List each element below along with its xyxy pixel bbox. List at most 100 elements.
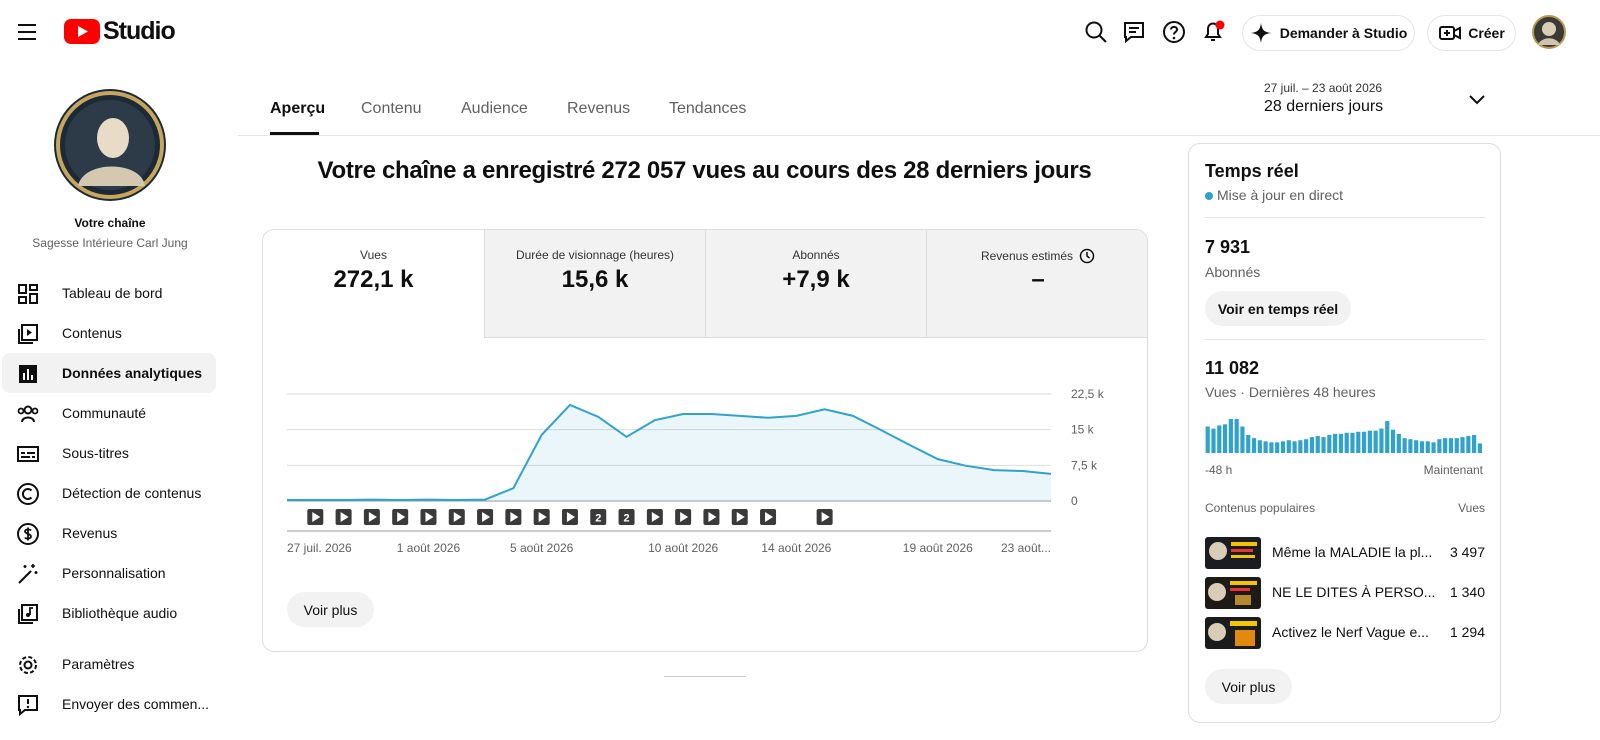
video-thumbnail[interactable] <box>1205 577 1261 609</box>
top-content-label: Contenus populaires <box>1205 501 1316 515</box>
video-title[interactable]: Activez le Nerf Vague e... <box>1272 624 1429 640</box>
bar <box>1275 442 1280 453</box>
x-tick-label: 1 août 2026 <box>397 541 461 555</box>
create-button[interactable]: Créer <box>1427 15 1516 51</box>
overview-card: Vues 272,1 k Durée de visionnage (heures)… <box>262 229 1148 652</box>
bar <box>1356 431 1361 453</box>
see-more-button[interactable]: Voir plus <box>1205 669 1292 704</box>
nav-item[interactable]: Envoyer des commen... <box>2 684 216 724</box>
video-views: 3 497 <box>1449 544 1485 560</box>
account-avatar[interactable] <box>1532 15 1566 49</box>
y-tick-label: 15 k <box>1071 423 1095 437</box>
bar <box>1292 441 1297 453</box>
logo-text[interactable]: Studio <box>103 17 176 45</box>
tab[interactable]: Audience <box>461 100 528 117</box>
messages-button[interactable] <box>1122 20 1146 44</box>
metric-label: Durée de visionnage (heures) <box>515 248 675 262</box>
x-tick-label: 27 juil. 2026 <box>287 541 352 555</box>
bar <box>1321 437 1326 453</box>
top-bar: Studio Demander à Studio Créer <box>0 0 1600 64</box>
bar <box>1425 441 1430 453</box>
bar <box>1240 426 1245 453</box>
video-title[interactable]: Même la MALADIE la pl... <box>1272 544 1433 560</box>
nav-item[interactable]: Sous-titres <box>2 433 216 473</box>
help-button[interactable] <box>1162 20 1186 44</box>
bar <box>1419 441 1425 453</box>
nav-item[interactable]: Paramètres <box>2 644 216 684</box>
tab-indicator <box>270 132 319 135</box>
nav-label: Données analytiques <box>62 365 203 381</box>
date-range-label: 28 derniers jours <box>1264 98 1384 115</box>
nav-label: Revenus <box>62 525 118 541</box>
video-count: 2 <box>595 513 601 525</box>
bar <box>1315 436 1320 453</box>
channel-avatar[interactable] <box>53 88 167 202</box>
nav-item[interactable]: Communauté <box>2 393 216 433</box>
nav-label: Envoyer des commen... <box>62 696 210 712</box>
play-icon <box>708 512 717 522</box>
bar <box>1246 434 1251 453</box>
tab-divider <box>238 135 1600 136</box>
y-tick-label: 7,5 k <box>1071 458 1098 472</box>
bar <box>1205 426 1210 453</box>
nav-label: Communauté <box>62 405 147 421</box>
dropdown-arrow <box>1469 95 1485 105</box>
nav-item-active[interactable]: Données analytiques <box>2 353 216 393</box>
status-text: Mise à jour en direct <box>1217 187 1344 203</box>
nav-label: Bibliothèque audio <box>62 605 178 621</box>
video-thumbnail[interactable] <box>1205 537 1261 569</box>
metric-tab[interactable]: Durée de visionnage (heures) 15,6 k <box>484 230 705 338</box>
tab[interactable]: Revenus <box>567 100 631 117</box>
metric-tab[interactable]: Vues 272,1 k <box>263 230 484 338</box>
nav-item[interactable]: Bibliothèque audio <box>2 593 216 633</box>
tab[interactable]: Contenu <box>361 100 422 117</box>
video-thumbnail[interactable] <box>1205 617 1261 649</box>
subscriber-label: Abonnés <box>1205 264 1261 280</box>
video-title[interactable]: NE LE DITES À PERSO... <box>1272 584 1436 600</box>
bar <box>1228 419 1233 453</box>
play-icon <box>340 512 349 522</box>
notifications-button[interactable] <box>1201 19 1227 45</box>
y-tick-label: 22,5 k <box>1071 387 1105 401</box>
nav-item[interactable]: Tableau de bord <box>2 273 216 313</box>
video-views: 1 294 <box>1449 624 1485 640</box>
nav-item[interactable]: Contenus <box>2 313 216 353</box>
bar <box>1466 436 1471 453</box>
nav-item[interactable]: Personnalisation <box>2 553 216 593</box>
button-label: Voir plus <box>1221 678 1276 695</box>
metric-tab[interactable]: Abonnés +7,9 k <box>705 230 926 338</box>
clock-icon <box>1079 248 1095 264</box>
sparkle-icon <box>1250 23 1271 43</box>
bar <box>1443 438 1448 453</box>
tab-active[interactable]: Aperçu <box>270 100 326 117</box>
ask-studio-label: Demander à Studio <box>1279 25 1408 41</box>
bar <box>1454 438 1459 453</box>
bar <box>1304 439 1309 453</box>
video-marker <box>590 509 607 525</box>
date-range-picker[interactable]: 27 juil. – 23 août 2026 28 derniers jour… <box>1264 81 1494 125</box>
separator <box>1205 217 1485 218</box>
logo-icon[interactable] <box>64 19 102 45</box>
realtime-title: Temps réel <box>1205 161 1299 181</box>
metric-value: 272,1 k <box>333 266 414 293</box>
bar <box>1472 434 1477 453</box>
menu-button[interactable] <box>16 22 40 42</box>
realtime-card: Temps réel Mise à jour en direct 7 931 A… <box>1188 143 1501 723</box>
search-button[interactable] <box>1084 20 1108 44</box>
nav-item[interactable]: Détection de contenus <box>2 473 216 513</box>
metric-tab[interactable]: Revenus estimés – <box>926 230 1147 338</box>
ask-studio-button[interactable]: Demander à Studio <box>1242 15 1415 51</box>
top-views-label: Vues <box>1458 501 1485 515</box>
play-icon <box>680 512 689 522</box>
realtime-button[interactable]: Voir en temps réel <box>1205 291 1351 326</box>
metric-label: Revenus estimés <box>927 248 1147 264</box>
sidebar: Votre chaîne Sagesse Intérieure Carl Jun… <box>0 64 238 740</box>
play-icon <box>821 512 830 522</box>
tab[interactable]: Tendances <box>669 100 747 117</box>
x-tick-label: 10 août 2026 <box>648 541 718 555</box>
nav-label: Sous-titres <box>62 445 129 461</box>
y-tick-label: 0 <box>1071 494 1078 508</box>
nav-item[interactable]: Revenus <box>2 513 216 553</box>
see-more-button[interactable]: Voir plus <box>287 592 374 627</box>
